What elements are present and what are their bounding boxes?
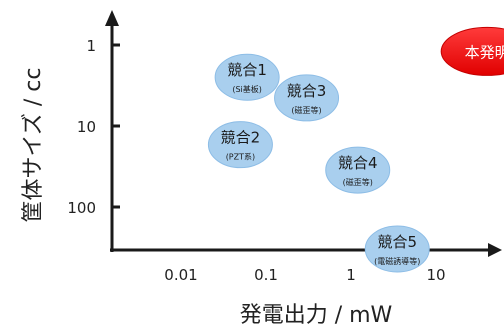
y-tick-label: 1 xyxy=(86,37,96,55)
data-point-label: 競合3 xyxy=(287,82,327,100)
data-point-label: 本発明 xyxy=(465,43,504,61)
x-axis-arrow xyxy=(488,243,502,257)
data-point-note: (電磁誘導等) xyxy=(374,256,420,266)
x-axis-label: 発電出力 / mW xyxy=(240,303,393,328)
data-point: 競合1 (Si基板) xyxy=(214,53,280,101)
y-axis-label: 筐体サイズ / cc xyxy=(21,68,46,223)
data-point: 競合4 (磁歪等) xyxy=(325,146,391,194)
data-point-marker xyxy=(440,26,504,76)
y-tick-label: 100 xyxy=(67,199,96,217)
data-point-marker xyxy=(325,146,391,194)
data-point-note: (磁歪等) xyxy=(343,177,373,187)
data-point: 競合3 (磁歪等) xyxy=(274,74,340,122)
data-point: 競合2 (PZT系) xyxy=(207,121,273,169)
x-tick-label: 0.01 xyxy=(164,266,197,284)
data-point-label: 競合2 xyxy=(221,129,261,147)
data-points: 競合1 (Si基板) 競合2 (PZT系) 競合3 (磁歪等) 競合4 (磁歪等) 競合5 (電磁… xyxy=(207,26,504,273)
data-point: 競合5 (電磁誘導等) xyxy=(364,225,430,273)
data-point-note: (磁歪等) xyxy=(291,105,321,115)
data-point-note: (PZT系) xyxy=(226,152,255,162)
y-tick-label: 10 xyxy=(77,118,96,136)
data-point-label: 競合4 xyxy=(338,154,378,172)
data-point: 本発明 xyxy=(440,26,504,76)
y-axis-arrow xyxy=(105,10,119,26)
x-tick-label: 0.1 xyxy=(254,266,278,284)
data-point-label: 競合5 xyxy=(377,233,417,251)
data-point-marker xyxy=(207,121,273,169)
x-tick-label: 10 xyxy=(426,266,445,284)
data-point-marker xyxy=(274,74,340,122)
x-tick-label: 1 xyxy=(346,266,356,284)
data-point-marker xyxy=(214,53,280,101)
data-point-label: 競合1 xyxy=(227,61,267,79)
data-point-marker xyxy=(364,225,430,273)
data-point-note: (Si基板) xyxy=(232,84,262,94)
axis-labels: 1 10 100 0.01 0.1 1 10 発電出力 / mW 筐体サイズ / cc xyxy=(21,37,446,328)
